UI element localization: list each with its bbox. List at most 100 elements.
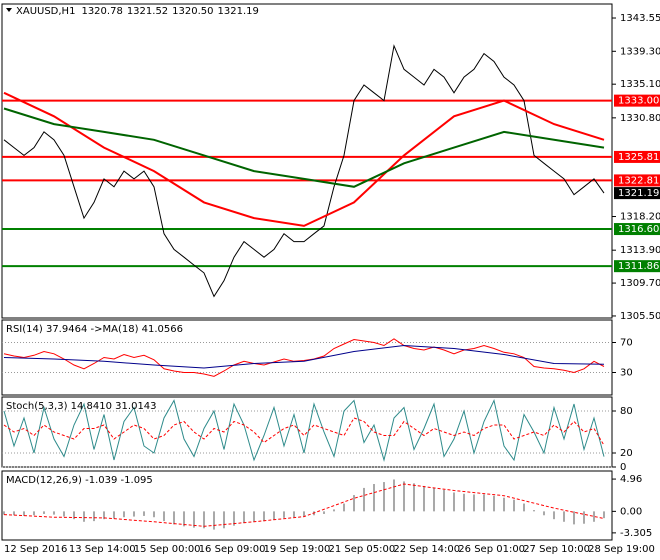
level-tag: [614, 260, 660, 273]
histogram-bar: [233, 511, 235, 526]
y-tick-label: 1305.50: [620, 311, 660, 322]
level-label: 1316.60: [618, 224, 659, 235]
histogram-bar: [513, 499, 515, 512]
histogram-bar: [403, 481, 405, 512]
histogram-bar: [603, 511, 605, 519]
ohlc-value: 1321.19: [218, 6, 259, 17]
histogram-bar: [103, 511, 105, 520]
histogram-bar: [283, 511, 285, 518]
y-tick-label: 4.96: [620, 474, 642, 485]
histogram-bar: [573, 511, 575, 525]
histogram-bar: [183, 511, 185, 527]
histogram-bar: [303, 511, 305, 517]
histogram-bar: [243, 511, 245, 524]
ohlc-value: 1320.50: [172, 6, 213, 17]
series-line: [3, 44, 605, 298]
panel-frame: [1, 470, 613, 541]
x-tick-label: 15 Sep 00:00: [134, 544, 201, 555]
histogram-bar: [453, 492, 455, 512]
histogram-bar: [113, 511, 115, 519]
histogram-bar: [503, 497, 505, 512]
y-tick-label: 1330.80: [620, 113, 660, 124]
histogram-bar: [213, 511, 215, 530]
panel-frame: [1, 3, 613, 319]
series-line: [3, 398, 605, 462]
histogram-bar: [413, 483, 415, 512]
histogram-bar: [43, 511, 45, 514]
histogram-bar: [133, 511, 135, 517]
y-tick-label: -3.305: [620, 528, 652, 539]
histogram-bar: [3, 511, 5, 515]
y-tick-label: 1313.90: [620, 245, 660, 256]
histogram-bar: [193, 511, 195, 528]
y-tick-label: 1335.10: [620, 79, 660, 90]
histogram-bar: [333, 509, 335, 512]
series-line: [3, 344, 605, 369]
x-tick-label: 12 Sep 2016: [4, 544, 67, 555]
histogram-bar: [123, 511, 125, 518]
x-tick-label: 22 Sep 14:00: [393, 544, 460, 555]
menu-arrow: [6, 8, 12, 12]
histogram-bar: [493, 495, 495, 512]
ohlc-value: 1320.78: [81, 6, 122, 17]
level-tag: [614, 174, 660, 187]
histogram-bar: [93, 511, 95, 522]
histogram-bar: [203, 511, 205, 529]
y-tick-label: 0: [620, 462, 626, 473]
x-tick-label: 26 Sep 01:00: [458, 544, 525, 555]
histogram-bar: [523, 503, 525, 512]
histogram-bar: [253, 511, 255, 522]
level-label: 1311.86: [618, 261, 659, 272]
histogram-bar: [323, 511, 325, 514]
y-tick-label: 0.00: [620, 506, 642, 517]
y-tick-label: 20: [620, 448, 633, 459]
series-line: [3, 338, 605, 377]
histogram-bar: [163, 511, 165, 522]
histogram-bar: [143, 511, 145, 516]
series-line: [3, 91, 605, 227]
histogram-bar: [563, 511, 565, 522]
histogram-bar: [273, 511, 275, 520]
histogram-bar: [483, 494, 485, 512]
histogram-bar: [533, 510, 535, 512]
y-tick-label: 1343.55: [620, 13, 660, 24]
panel-title: MACD(12,26,9) -1.039 -1.095: [6, 475, 153, 486]
histogram-bar: [583, 511, 585, 524]
series-line: [3, 483, 605, 527]
histogram-bar: [343, 503, 345, 512]
level-label: 1325.81: [618, 152, 659, 163]
panel-frame: [1, 319, 613, 396]
level-label: 1333.00: [618, 96, 659, 107]
histogram-bar: [393, 479, 395, 512]
histogram-bar: [83, 511, 85, 522]
y-tick-label: 1318.20: [620, 212, 660, 223]
x-tick-label: 16 Sep 09:00: [199, 544, 266, 555]
x-tick-label: 19 Sep 19:00: [264, 544, 331, 555]
histogram-bar: [463, 493, 465, 512]
y-tick-label: 1339.30: [620, 46, 660, 57]
y-tick-label: 30: [620, 368, 633, 379]
histogram-bar: [353, 495, 355, 512]
histogram-bar: [293, 511, 295, 518]
last-price-tag: [614, 187, 660, 200]
histogram-bar: [153, 511, 155, 518]
x-tick-label: 13 Sep 14:00: [69, 544, 136, 555]
level-tag: [614, 223, 660, 236]
ohlc-value: 1321.52: [127, 6, 168, 17]
y-tick-label: 1309.70: [620, 278, 660, 289]
histogram-bar: [173, 511, 175, 525]
histogram-bar: [53, 511, 55, 515]
histogram-bar: [13, 511, 15, 516]
chart-title: XAUUSD,H1: [16, 6, 75, 17]
series-line: [3, 417, 605, 446]
histogram-bar: [473, 494, 475, 512]
histogram-bar: [423, 485, 425, 512]
y-tick-label: 80: [620, 406, 633, 417]
histogram-bar: [73, 511, 75, 520]
histogram-bar: [553, 511, 555, 520]
last-price-label: 1321.19: [618, 188, 659, 199]
histogram-bar: [263, 511, 265, 522]
histogram-bar: [383, 482, 385, 512]
level-label: 1322.81: [618, 175, 659, 186]
